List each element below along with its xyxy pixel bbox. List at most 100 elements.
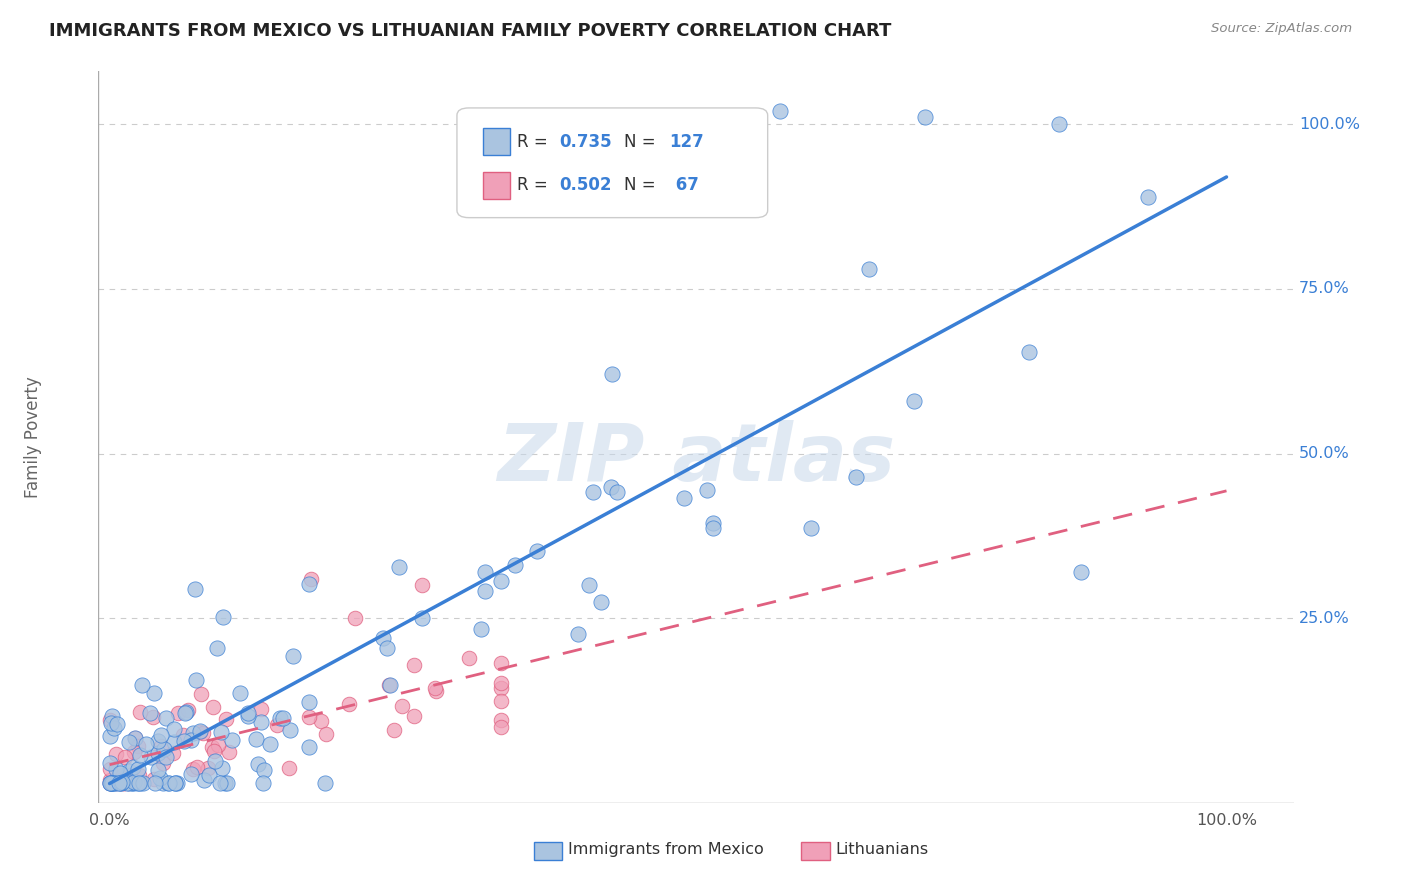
Point — [105, 717, 128, 731]
Point — [100, 776, 122, 790]
Point — [105, 762, 128, 776]
Point — [108, 776, 131, 790]
Text: 75.0%: 75.0% — [1299, 281, 1350, 296]
Point — [111, 768, 134, 782]
Point — [98, 713, 121, 727]
Point — [121, 760, 143, 774]
Point — [489, 694, 512, 708]
Point — [152, 742, 174, 756]
Point — [115, 776, 138, 790]
Point — [152, 756, 174, 770]
Point — [117, 776, 139, 790]
Point — [599, 480, 621, 494]
Point — [474, 566, 496, 580]
Point — [128, 762, 150, 776]
Point — [100, 776, 122, 790]
Text: IMMIGRANTS FROM MEXICO VS LITHUANIAN FAMILY POVERTY CORRELATION CHART: IMMIGRANTS FROM MEXICO VS LITHUANIAN FAM… — [49, 22, 891, 40]
Point — [207, 739, 229, 753]
Point — [132, 776, 155, 790]
Point — [104, 747, 127, 761]
Point — [141, 750, 163, 764]
Point — [108, 776, 131, 790]
Point — [162, 746, 184, 760]
Point — [215, 712, 238, 726]
Point — [100, 776, 122, 790]
Point — [129, 705, 152, 719]
Point — [800, 520, 823, 534]
Text: Family Poverty: Family Poverty — [24, 376, 42, 498]
Point — [299, 572, 322, 586]
Point — [173, 706, 195, 720]
Point — [245, 732, 267, 747]
Point — [197, 761, 219, 775]
Point — [388, 560, 411, 574]
Point — [238, 706, 260, 721]
Point — [165, 776, 187, 790]
Point — [769, 103, 792, 118]
Point — [190, 687, 212, 701]
Point — [470, 623, 492, 637]
Point — [125, 776, 148, 790]
Point — [402, 658, 425, 673]
Point — [155, 710, 177, 724]
Point — [259, 737, 281, 751]
Point — [114, 750, 136, 764]
Point — [146, 746, 169, 760]
Point — [98, 776, 121, 790]
Point — [1070, 565, 1092, 579]
Point — [378, 677, 401, 691]
Point — [110, 776, 132, 790]
Point — [250, 702, 273, 716]
Point — [124, 731, 146, 745]
Point — [914, 111, 936, 125]
Point — [702, 516, 724, 531]
Text: 0.735: 0.735 — [560, 133, 613, 151]
Point — [101, 776, 124, 790]
Point — [193, 726, 215, 740]
Point — [128, 748, 150, 763]
Point — [903, 393, 925, 408]
Point — [489, 675, 512, 690]
Point — [143, 772, 166, 786]
Point — [121, 776, 143, 790]
Point — [167, 706, 190, 721]
Text: 0.502: 0.502 — [560, 177, 612, 194]
Point — [135, 737, 157, 751]
Point — [105, 776, 128, 790]
Point — [252, 776, 274, 790]
Point — [298, 695, 321, 709]
Point — [163, 776, 186, 790]
Point — [101, 709, 124, 723]
Point — [188, 723, 211, 738]
Point — [174, 705, 197, 719]
Point — [122, 776, 145, 790]
Text: N =: N = — [624, 133, 661, 151]
Point — [211, 761, 233, 775]
Point — [201, 700, 224, 714]
FancyBboxPatch shape — [457, 108, 768, 218]
Point — [1018, 345, 1040, 359]
Point — [211, 609, 233, 624]
Text: 25.0%: 25.0% — [1299, 611, 1350, 626]
Point — [98, 776, 121, 790]
Point — [309, 714, 332, 728]
Text: 50.0%: 50.0% — [1299, 446, 1350, 461]
Point — [118, 764, 141, 779]
Point — [98, 729, 121, 743]
Point — [1137, 189, 1160, 203]
Point — [298, 710, 321, 724]
Point — [108, 765, 131, 780]
Point — [142, 710, 165, 724]
Point — [193, 772, 215, 787]
Point — [489, 657, 512, 671]
Point — [103, 721, 125, 735]
Point — [578, 578, 600, 592]
Point — [149, 728, 172, 742]
Point — [278, 723, 301, 738]
Point — [112, 774, 135, 789]
Point — [197, 767, 219, 781]
Point — [146, 764, 169, 778]
Point — [591, 594, 613, 608]
Point — [218, 745, 240, 759]
Point — [221, 733, 243, 747]
